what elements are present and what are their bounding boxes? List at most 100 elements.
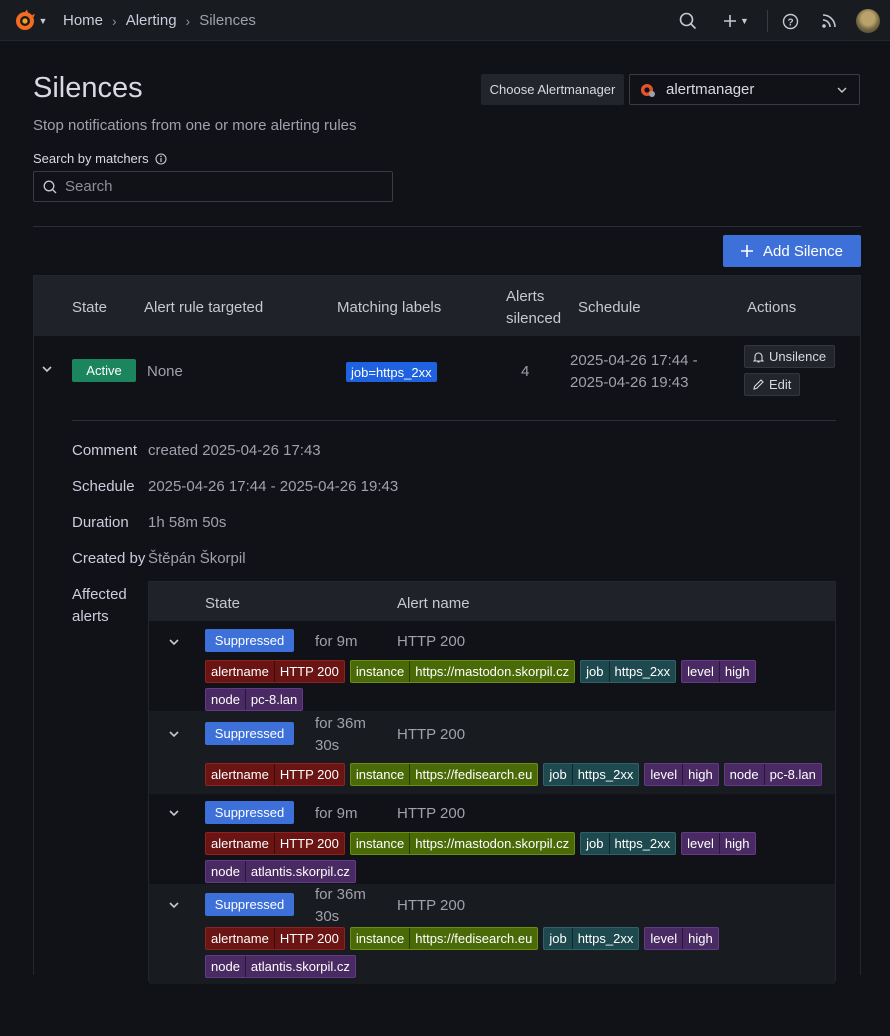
expand-chevron-icon[interactable] <box>169 806 179 820</box>
alertmanager-logo-icon <box>640 82 656 98</box>
alert-duration-2: 30s <box>315 908 340 925</box>
label-value: atlantis.skorpil.cz <box>244 861 355 882</box>
label-key: level <box>650 767 678 782</box>
label-key: instance <box>355 664 405 679</box>
label-value: high <box>718 661 755 682</box>
breadcrumb-separator-icon: › <box>185 12 191 29</box>
affected-alert-row: Suppressed for 36m 30s HTTP 200 alertnam… <box>149 884 835 984</box>
label-tag: node pc-8.lan <box>723 763 822 786</box>
label-value: HTTP 200 <box>273 833 344 854</box>
expand-chevron-icon[interactable] <box>169 727 179 741</box>
label-tag: level high <box>681 832 756 855</box>
label-key: node <box>729 767 759 782</box>
duration-value: 1h 58m 50s <box>148 514 227 531</box>
label-value: https_2xx <box>608 661 676 682</box>
comment-value: created 2025-04-26 17:43 <box>148 442 321 459</box>
silence-row: Active None job=https_2xx 4 2025-04-26 1… <box>34 336 860 1036</box>
header-matching-labels: Matching labels <box>337 299 442 316</box>
status-badge-active: Active <box>72 359 136 382</box>
label-tag: job https_2xx <box>543 927 640 950</box>
label-tag: alertname HTTP 200 <box>205 927 345 950</box>
header-alerts-silenced-1: Alerts <box>506 288 545 305</box>
affected-header: State Alert name <box>149 582 835 621</box>
schedule-label: Schedule <box>72 478 135 495</box>
label-key: node <box>211 692 240 707</box>
navbar-divider <box>767 10 768 32</box>
label-key: alertname <box>211 836 269 851</box>
grafana-logo-icon[interactable]: ▼ <box>12 8 48 34</box>
choose-alertmanager-label: Choose Alertmanager <box>481 74 624 105</box>
breadcrumb: Home › Alerting › Silences <box>63 12 256 29</box>
alert-duration: for 36m <box>315 886 366 903</box>
page-title: Silences <box>33 72 143 104</box>
label-key: instance <box>355 767 405 782</box>
label-tag: job https_2xx <box>543 763 640 786</box>
label-value: HTTP 200 <box>273 928 344 949</box>
affected-alert-row: Suppressed for 9m HTTP 200 alertname HTTP… <box>149 794 835 884</box>
schedule-value: 2025-04-26 17:44 - 2025-04-26 19:43 <box>148 478 399 495</box>
news-feed-icon[interactable] <box>818 10 840 32</box>
label-value: high <box>718 833 755 854</box>
alert-labels: alertname HTTP 200 instance https://mastod… <box>205 660 835 711</box>
expand-chevron-icon[interactable] <box>169 635 179 649</box>
alert-rule-value: None <box>147 363 183 380</box>
table-header: State Alert rule targeted Matching label… <box>34 276 860 336</box>
add-new-menu-icon[interactable]: ▼ <box>719 10 753 32</box>
plus-icon <box>740 245 753 257</box>
label-tag: level high <box>681 660 756 683</box>
affected-header-state: State <box>205 595 241 612</box>
status-badge-suppressed: Suppressed <box>205 893 294 916</box>
breadcrumb-silences: Silences <box>199 12 256 29</box>
unsilence-label: Unsilence <box>769 349 827 364</box>
header-alerts-silenced-2: silenced <box>506 310 562 327</box>
header-schedule: Schedule <box>578 299 641 316</box>
alert-duration: for 36m <box>315 715 366 732</box>
label-value: pc-8.lan <box>244 689 302 710</box>
alerts-silenced-count: 4 <box>521 363 530 380</box>
label-tag: instance https://mastodon.skorpil.cz <box>349 832 576 855</box>
search-input[interactable] <box>63 177 367 196</box>
label-value: high <box>682 928 718 949</box>
help-icon[interactable]: ? <box>779 10 801 32</box>
label-value: https://fedisearch.eu <box>409 764 537 785</box>
header-state: State <box>72 299 108 316</box>
header-alert-rule: Alert rule targeted <box>144 299 264 316</box>
search-icon[interactable] <box>677 10 699 32</box>
alert-duration: for 9m <box>315 633 358 650</box>
label-key: node <box>211 959 240 974</box>
expand-chevron-icon[interactable] <box>169 898 179 912</box>
add-silence-button[interactable]: Add Silence <box>723 235 861 267</box>
search-icon <box>43 180 57 194</box>
user-avatar[interactable] <box>856 9 880 33</box>
label-value: HTTP 200 <box>273 661 344 682</box>
affected-alert-row: Suppressed for 36m 30s HTTP 200 alertnam… <box>149 711 835 794</box>
bell-icon <box>753 351 764 363</box>
unsilence-button[interactable]: Unsilence <box>744 345 836 368</box>
label-tag: level high <box>644 763 719 786</box>
collapse-chevron-icon[interactable] <box>42 362 52 376</box>
info-icon[interactable] <box>155 152 167 165</box>
details-divider <box>72 420 836 421</box>
label-value: https://mastodon.skorpil.cz <box>409 833 574 854</box>
breadcrumb-home[interactable]: Home <box>63 12 104 29</box>
alert-name: HTTP 200 <box>397 897 466 914</box>
label-tag: instance https://mastodon.skorpil.cz <box>349 660 576 683</box>
alertmanager-select[interactable]: alertmanager <box>629 74 860 105</box>
label-tag: job https_2xx <box>580 832 677 855</box>
edit-button[interactable]: Edit <box>744 373 801 396</box>
schedule-end: 2025-04-26 19:43 <box>570 374 689 391</box>
silences-table: State Alert rule targeted Matching label… <box>33 275 861 1036</box>
alert-duration-2: 30s <box>315 737 340 754</box>
label-tag: node pc-8.lan <box>205 688 304 711</box>
breadcrumb-alerting[interactable]: Alerting <box>125 12 177 29</box>
svg-text:?: ? <box>787 17 793 28</box>
affected-alerts-label-2: alerts <box>72 608 109 625</box>
pencil-icon <box>753 379 764 390</box>
label-value: HTTP 200 <box>273 764 344 785</box>
label-key: level <box>650 931 678 946</box>
comment-label: Comment <box>72 442 138 459</box>
label-key: job <box>549 931 567 946</box>
label-tag: alertname HTTP 200 <box>205 832 345 855</box>
label-value: atlantis.skorpil.cz <box>244 956 355 977</box>
search-label: Search by matchers <box>33 151 167 166</box>
